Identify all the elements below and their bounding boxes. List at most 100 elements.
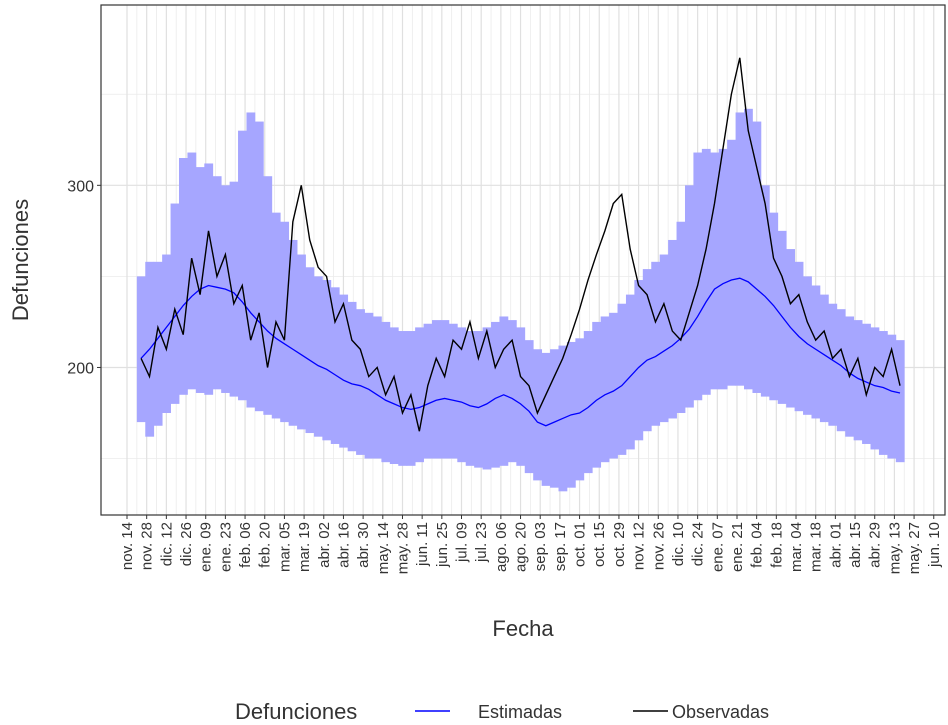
- band-segment: [457, 327, 467, 463]
- x-tick-label: oct. 29: [611, 522, 628, 567]
- band-segment: [878, 331, 888, 455]
- band-segment: [229, 181, 239, 397]
- legend: Defunciones Estimadas Observadas: [235, 699, 769, 724]
- x-tick-label: sep. 03: [532, 522, 549, 571]
- band-segment: [440, 320, 450, 459]
- band-segment: [583, 331, 593, 474]
- x-tick-label: abr. 15: [847, 522, 864, 568]
- x-tick-label: oct. 01: [572, 522, 589, 567]
- band-segment: [288, 239, 298, 426]
- x-tick-label: may. 28: [394, 522, 411, 574]
- band-segment: [372, 316, 382, 459]
- band-segment: [693, 152, 703, 401]
- y-axis-label: Defunciones: [8, 199, 33, 321]
- band-segment: [684, 185, 694, 408]
- x-tick-label: nov. 28: [139, 522, 156, 570]
- band-segment: [347, 301, 357, 452]
- band-segment: [381, 321, 391, 463]
- x-tick-label: dic. 10: [670, 522, 687, 566]
- band-segment: [364, 312, 374, 459]
- x-tick-label: jun. 25: [434, 522, 451, 568]
- legend-label: Estimadas: [478, 702, 562, 722]
- series-line: [140, 57, 901, 432]
- band-segment: [153, 261, 163, 426]
- band-segment: [339, 294, 349, 448]
- band-segment: [330, 287, 340, 444]
- x-tick-label: may. 13: [886, 522, 903, 574]
- band-segment: [482, 327, 492, 470]
- band-segment: [701, 148, 711, 395]
- x-tick-label: sep. 17: [552, 522, 569, 571]
- band-segment: [516, 327, 526, 466]
- band-segment: [651, 261, 661, 426]
- x-tick-label: abr. 01: [827, 522, 844, 568]
- band-segment: [710, 152, 720, 390]
- band-segment: [297, 254, 306, 430]
- band-segment: [195, 167, 205, 393]
- band-segment: [617, 303, 627, 455]
- x-tick-label: may. 14: [375, 522, 392, 574]
- band-segment: [811, 285, 821, 419]
- band-segment: [575, 338, 585, 481]
- y-tick-label: 200: [67, 360, 94, 377]
- band-segment: [389, 327, 399, 464]
- band-segment: [491, 321, 500, 468]
- series-line: [140, 277, 901, 427]
- x-tick-label: dic. 24: [690, 522, 707, 566]
- band-segment: [179, 158, 188, 395]
- band-segment: [853, 320, 863, 441]
- band-segment: [533, 349, 543, 481]
- band-segment: [398, 331, 408, 466]
- x-axis-label: Fecha: [492, 616, 554, 641]
- legend-label: Observadas: [672, 702, 769, 722]
- x-tick-label: ene. 09: [198, 522, 215, 572]
- x-tick-label: dic. 12: [158, 522, 175, 566]
- band-segment: [499, 316, 509, 466]
- band-segment: [676, 221, 686, 413]
- band-segment: [870, 327, 880, 450]
- band-segment: [474, 331, 483, 468]
- x-tick-label: feb. 06: [237, 522, 254, 568]
- band-segment: [524, 340, 534, 474]
- band-segment: [431, 320, 441, 459]
- x-tick-label: mar. 05: [276, 522, 293, 572]
- x-tick-label: ene. 07: [709, 522, 726, 572]
- x-tick-label: ene. 23: [217, 522, 234, 572]
- band-segment: [895, 340, 905, 463]
- legend-title: Defunciones: [235, 699, 357, 724]
- x-tick-label: dic. 26: [178, 522, 195, 566]
- x-tick-label: nov. 26: [650, 522, 667, 570]
- band-segment: [744, 108, 753, 390]
- x-tick-label: feb. 18: [768, 522, 785, 568]
- band-segment: [760, 185, 770, 397]
- band-segment: [625, 294, 635, 450]
- band-segment: [238, 130, 247, 401]
- band-segment: [642, 269, 652, 432]
- band-segment: [448, 323, 458, 459]
- x-tick-label: jun. 11: [414, 522, 431, 567]
- band-segment: [541, 352, 551, 486]
- band-segment: [550, 349, 559, 488]
- x-tick-label: mar. 18: [808, 522, 825, 572]
- x-tick-label: abr. 02: [316, 522, 333, 568]
- band-segment: [752, 121, 762, 393]
- band-segment: [280, 221, 290, 423]
- band-segment: [803, 276, 812, 415]
- band-segment: [313, 276, 323, 437]
- band-segment: [507, 320, 517, 463]
- band-segment: [356, 309, 365, 455]
- band-segment: [634, 280, 644, 441]
- x-tick-label: jul. 23: [473, 522, 490, 563]
- x-tick-label: feb. 20: [257, 522, 274, 568]
- band-segment: [423, 323, 433, 459]
- band-segment: [246, 112, 256, 408]
- band-segment: [263, 176, 273, 415]
- band-segment: [187, 152, 197, 390]
- band-segment: [735, 112, 745, 386]
- band-segment: [162, 254, 171, 413]
- band-segment: [836, 309, 846, 432]
- x-tick-label: ene. 21: [729, 522, 746, 572]
- band-segment: [415, 327, 424, 463]
